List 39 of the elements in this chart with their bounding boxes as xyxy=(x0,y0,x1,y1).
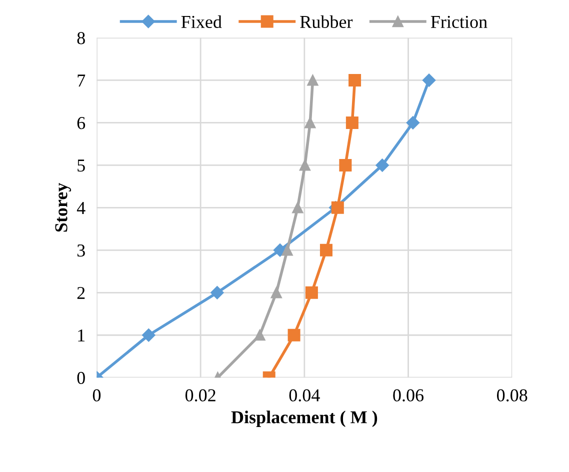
point xyxy=(320,244,332,256)
point xyxy=(348,74,362,86)
x-tick-label: 0.08 xyxy=(496,389,528,402)
point xyxy=(304,117,316,128)
x-tick-label: 0.04 xyxy=(289,389,320,402)
x-axis-title: Displacement ( M ) xyxy=(231,410,378,428)
point xyxy=(346,116,358,129)
x-tick-label: 0.06 xyxy=(393,389,424,402)
legend-label: Rubber xyxy=(300,15,353,28)
y-tick-label: 8 xyxy=(77,32,85,44)
point xyxy=(142,328,156,342)
y-tick-label: 4 xyxy=(76,202,86,214)
y-axis-title: Storey xyxy=(55,182,72,232)
y-tick-label: 5 xyxy=(78,160,85,172)
y-tick-label: 6 xyxy=(77,117,86,130)
y-tick-label: 7 xyxy=(78,74,86,87)
x-tick-label: 0.02 xyxy=(185,389,216,402)
point xyxy=(305,286,318,299)
point xyxy=(210,286,224,300)
x-tick-label: 0 xyxy=(92,389,101,402)
point xyxy=(292,202,304,214)
y-tick-label: 1 xyxy=(78,329,85,342)
y-tick-label: 2 xyxy=(77,286,85,299)
point xyxy=(288,328,300,342)
point xyxy=(270,287,282,298)
point xyxy=(331,201,344,214)
point xyxy=(273,244,287,257)
point xyxy=(339,158,352,172)
point xyxy=(254,330,266,341)
y-tick-label: 0 xyxy=(77,372,85,384)
point xyxy=(376,158,389,172)
legend-label: Fixed xyxy=(181,15,222,28)
point xyxy=(299,160,310,171)
point xyxy=(307,74,318,86)
point xyxy=(282,244,293,256)
y-tick-label: 3 xyxy=(77,244,85,257)
point xyxy=(406,116,420,130)
legend-label: Friction xyxy=(430,16,488,28)
point xyxy=(422,74,436,87)
